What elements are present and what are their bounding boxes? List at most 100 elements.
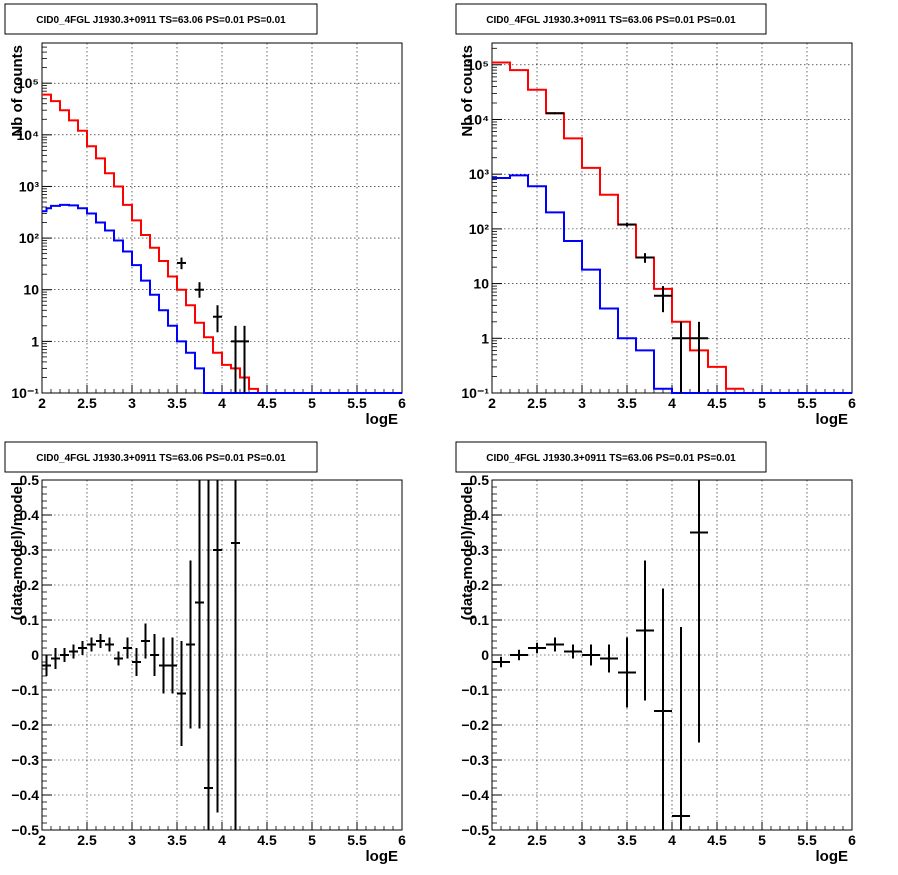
data-point <box>123 637 132 659</box>
chart-panel-4: CID0_4FGL J1930.3+0911 TS=63.06 PS=0.01 … <box>455 441 856 865</box>
data-point <box>177 641 186 746</box>
y-tick-label: 0.1 <box>20 612 40 628</box>
x-tick-label: 2 <box>488 395 496 411</box>
x-tick-label: 4.5 <box>707 832 727 848</box>
data-point <box>546 637 564 652</box>
histogram-series-1 <box>42 93 267 394</box>
data-point <box>654 588 672 830</box>
y-tick-label: 1 <box>481 330 489 346</box>
y-tick-label: −0.2 <box>461 717 489 733</box>
y-tick-label: 0.4 <box>470 507 490 523</box>
data-point <box>96 634 105 648</box>
data-point <box>195 282 204 298</box>
y-axis-label: (data-model)/model <box>9 482 26 620</box>
data-point <box>150 634 159 676</box>
y-tick-label: 10 <box>473 276 489 292</box>
data-point <box>690 321 708 393</box>
x-tick-label: 4.5 <box>707 395 727 411</box>
x-tick-label: 2.5 <box>527 832 547 848</box>
chart-title: CID0_4FGL J1930.3+0911 TS=63.06 PS=0.01 … <box>36 15 286 26</box>
y-tick-label: 10⁴ <box>467 111 490 127</box>
y-tick-label: 0.2 <box>470 577 490 593</box>
x-tick-label: 5 <box>308 832 316 848</box>
y-tick-label: 10³ <box>19 178 40 194</box>
y-tick-label: −0.4 <box>461 787 489 803</box>
y-tick-label: 0 <box>31 647 39 663</box>
data-point <box>528 642 546 654</box>
y-tick-label: 0.3 <box>20 542 40 558</box>
y-tick-label: 10³ <box>469 166 490 182</box>
data-point <box>690 480 708 743</box>
x-tick-label: 5.5 <box>797 395 817 411</box>
x-tick-label: 2.5 <box>77 832 97 848</box>
data-point <box>618 637 636 708</box>
x-tick-label: 4 <box>668 395 676 411</box>
y-tick-label: 1 <box>31 333 39 349</box>
data-point <box>141 623 150 659</box>
x-axis-label: logE <box>816 848 849 865</box>
x-tick-label: 3.5 <box>167 832 187 848</box>
x-tick-label: 2 <box>488 832 496 848</box>
data-point <box>195 480 204 729</box>
y-tick-label: 0.4 <box>20 507 40 523</box>
data-point <box>672 627 690 830</box>
y-tick-label: 10⁻¹ <box>461 385 489 401</box>
x-tick-label: 6 <box>398 832 406 848</box>
y-tick-label: −0.3 <box>11 752 39 768</box>
data-point <box>213 480 222 813</box>
x-tick-label: 4 <box>668 832 676 848</box>
data-point <box>240 325 249 393</box>
chart-title-box <box>455 3 767 35</box>
y-axis-label: Nb of counts <box>459 45 476 137</box>
x-tick-label: 2 <box>38 832 46 848</box>
data-point <box>132 648 141 676</box>
y-tick-label: −0.2 <box>11 717 39 733</box>
y-tick-label: 10⁴ <box>17 127 40 143</box>
x-tick-label: 5 <box>308 395 316 411</box>
y-tick-label: −0.1 <box>461 682 489 698</box>
chart-title-box <box>455 441 767 473</box>
chart-title: CID0_4FGL J1930.3+0911 TS=63.06 PS=0.01 … <box>486 453 736 464</box>
data-point <box>78 641 87 655</box>
x-axis-label: logE <box>816 411 849 428</box>
y-tick-label: −0.4 <box>11 787 39 803</box>
chart-title: CID0_4FGL J1930.3+0911 TS=63.06 PS=0.01 … <box>486 15 736 26</box>
x-tick-label: 2 <box>38 395 46 411</box>
y-tick-label: 0.5 <box>20 472 40 488</box>
y-tick-label: 0.1 <box>470 612 490 628</box>
data-point <box>177 257 186 270</box>
y-tick-label: 10² <box>469 221 490 237</box>
data-point <box>492 656 510 668</box>
data-point <box>87 637 96 652</box>
x-tick-label: 5.5 <box>347 395 367 411</box>
y-tick-label: 10⁻¹ <box>11 385 39 401</box>
x-tick-label: 3.5 <box>617 832 637 848</box>
chart-title-box <box>4 441 318 473</box>
data-point <box>213 305 222 333</box>
histogram-series-1 <box>492 61 744 390</box>
histogram-series-2 <box>492 174 852 394</box>
x-tick-label: 4.5 <box>257 832 277 848</box>
y-tick-label: 0 <box>481 647 489 663</box>
data-point <box>231 325 240 393</box>
y-tick-label: −0.1 <box>11 682 39 698</box>
data-point <box>636 253 654 263</box>
x-axis-label: logE <box>366 411 399 428</box>
y-axis-label: Nb of counts <box>9 45 26 137</box>
y-tick-label: −0.3 <box>461 752 489 768</box>
data-point <box>582 644 600 666</box>
data-point <box>231 480 240 830</box>
y-axis-label: (data-model)/model <box>459 482 476 620</box>
data-point <box>42 655 51 676</box>
data-point <box>168 637 177 694</box>
histogram-series-2 <box>42 203 402 394</box>
chart-title: CID0_4FGL J1930.3+0911 TS=63.06 PS=0.01 … <box>36 453 286 464</box>
x-tick-label: 5 <box>758 395 766 411</box>
data-point <box>546 112 564 115</box>
x-tick-label: 2.5 <box>527 395 547 411</box>
data-point <box>618 222 636 227</box>
x-tick-label: 4.5 <box>257 395 277 411</box>
data-point <box>69 644 78 659</box>
x-tick-label: 3 <box>578 832 586 848</box>
